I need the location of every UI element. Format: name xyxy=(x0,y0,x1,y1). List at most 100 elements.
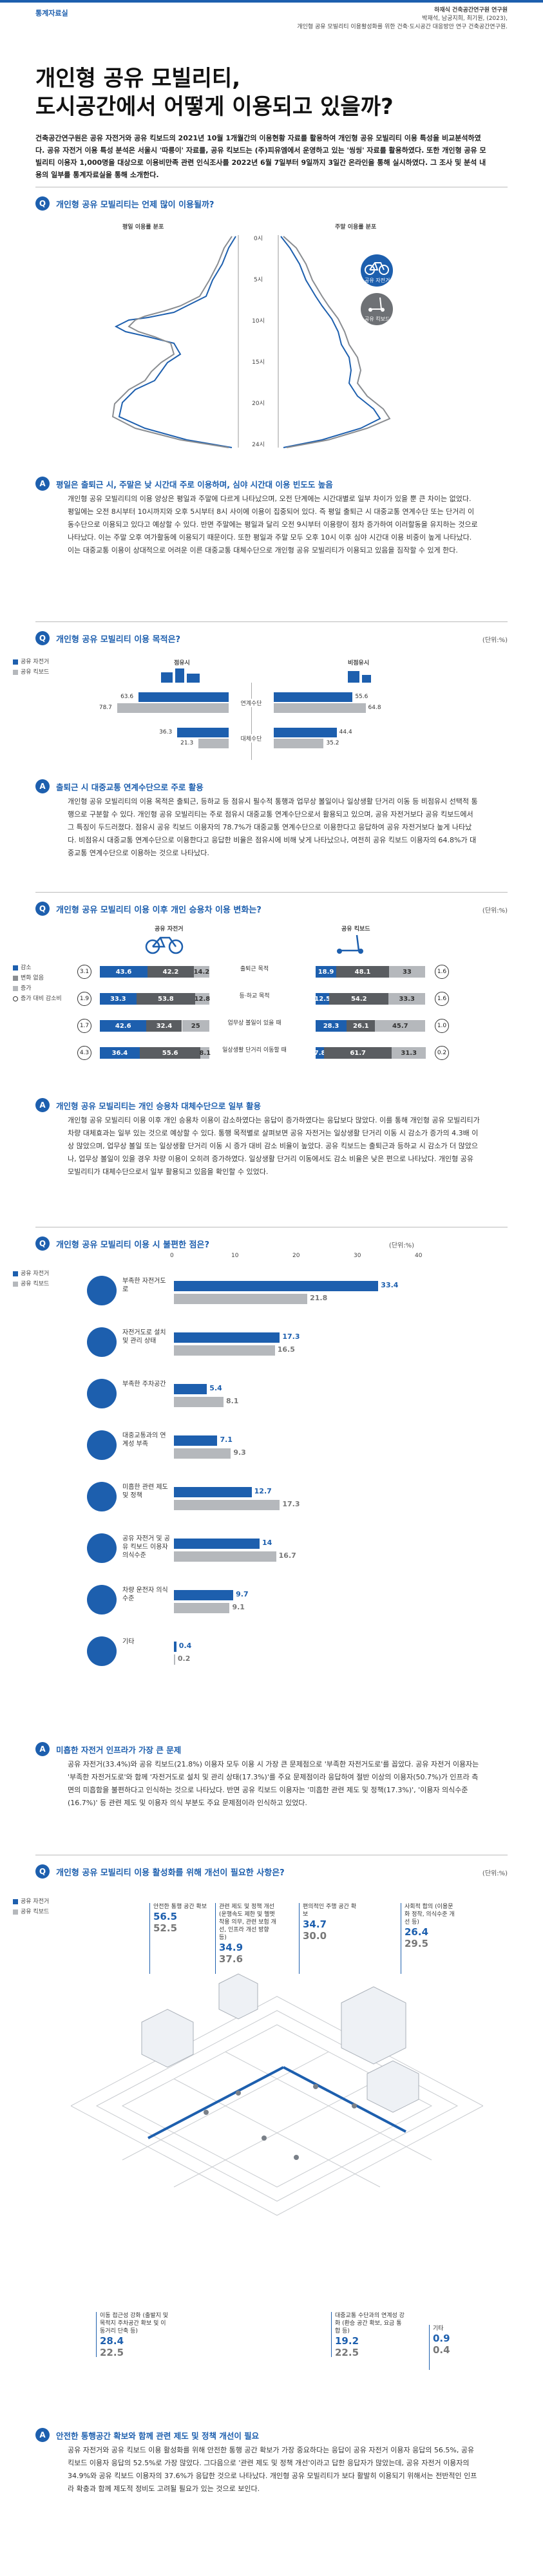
answer-5-body: 공유 자전거와 공유 킥보드 이용 활성화를 위해 안전한 통행 공간 확보가 … xyxy=(68,2446,477,2493)
issue-icon xyxy=(87,1636,117,1666)
weekend-title: 주말 이용률 분포 xyxy=(335,224,377,231)
bar-kick xyxy=(174,1654,175,1665)
bike-badge-label: 공유 자전거 xyxy=(365,278,390,283)
bar-kick xyxy=(174,1397,224,1407)
legend-bike: 공유 자전거 xyxy=(21,1899,50,1905)
purpose-row-label: 연계수단 xyxy=(232,699,271,707)
legend-bike: 공유 자전거 xyxy=(21,659,50,665)
question-4-text: 개인형 공유 모빌리티 이용 시 불편한 점은? xyxy=(56,1240,210,1250)
bar-commute-kick xyxy=(117,703,229,713)
question-4: Q 개인형 공유 모빌리티 이용 시 불편한 점은? xyxy=(35,1236,209,1251)
title-line-1: 개인형 공유 모빌리티, xyxy=(35,66,241,91)
issue-icon xyxy=(87,1430,117,1460)
section-tag: 통계자료실 xyxy=(35,9,68,17)
callout-bike-value: 56.5 xyxy=(153,1911,178,1922)
question-2-text: 개인형 공유 모빌리티 이용 목적은? xyxy=(56,634,181,645)
improvement-callout: 기타 0.9 0.4 xyxy=(433,2325,465,2356)
bar-bike-value: 33.4 xyxy=(381,1281,399,1289)
ratio-bike: 1.7 xyxy=(77,1019,91,1033)
answer-2-text: 출퇴근 시 대중교통 연계수단으로 주로 활용 xyxy=(56,782,204,792)
legend-increase: 증가 xyxy=(21,985,32,992)
callout-label: 기타 xyxy=(433,2325,444,2332)
pub-author: 하재식 건축공간연구원 연구원 xyxy=(434,7,508,14)
answer-1-body: 개인형 공유 모빌리티의 이용 양상은 평일과 주말에 다르게 나타났으며, 오… xyxy=(68,495,478,554)
callout-line xyxy=(299,1903,300,1974)
hour-tick-label: 15시 xyxy=(252,359,265,366)
callout-bike-value: 0.9 xyxy=(433,2333,450,2344)
bar-bike xyxy=(174,1332,280,1343)
callout-line xyxy=(331,2312,332,2357)
callout-label: 이동 접근성 강화 (출발지 및 목적지 주차공간 확보 및 이동거리 단축 등… xyxy=(100,2313,169,2334)
bar-bike xyxy=(174,1539,260,1549)
question-5: Q 개인형 공유 모빌리티 이용 활성화를 위해 개선이 필요한 사항은? xyxy=(35,1864,285,1879)
answer-1-text: 평일은 출퇴근 시, 주말은 낮 시간대 주로 이용하며, 심야 시간대 이용 … xyxy=(56,479,333,489)
legend-kick: 공유 킥보드 xyxy=(21,669,50,676)
q-badge: Q xyxy=(35,631,50,645)
hour-tick-label: 20시 xyxy=(252,400,265,407)
legend-kick: 공유 킥보드 xyxy=(21,1281,50,1287)
bar-kick xyxy=(174,1603,230,1613)
divider xyxy=(35,892,508,893)
purpose-label: 업무상 볼일이 있을 때 xyxy=(227,1020,281,1027)
pub-title: 개인형 공유 모빌리티 이용활성화를 위한 건축·도시공간 대응방안 연구 건축… xyxy=(297,24,508,30)
callout-label: 편의적인 주행 공간 확보 xyxy=(303,1904,357,1918)
bar-kick-value: 16.7 xyxy=(278,1551,296,1560)
callout-bike-value: 28.4 xyxy=(100,2335,124,2347)
unit-label: (단위:%) xyxy=(482,1870,508,1877)
bar-kick-value: 8.1 xyxy=(225,1397,239,1405)
bar-commute-bike xyxy=(138,692,229,702)
legend-kick: 공유 킥보드 xyxy=(21,1909,50,1915)
q-badge: Q xyxy=(35,902,50,916)
segment-bike: 36.4 xyxy=(100,1047,140,1059)
segment-bike: 33.3 xyxy=(100,993,137,1005)
segment-bike: 14.2 xyxy=(194,966,209,978)
bar-kick-value: 0.2 xyxy=(177,1654,191,1663)
ratio-kick: 1.6 xyxy=(435,965,449,979)
bar-value: 78.7 xyxy=(99,705,112,711)
col-kick: 공유 킥보드 xyxy=(341,926,370,933)
ratio-bike: 3.1 xyxy=(77,965,91,979)
answer-5-text: 안전한 통행공간 확보와 함께 관련 제도 및 정책 개선이 필요 xyxy=(56,2430,260,2441)
improvement-callout: 안전한 통행 공간 확보 56.5 52.5 xyxy=(153,1903,211,1934)
callout-kick-value: 52.5 xyxy=(153,1922,178,1934)
improvement-callout: 이동 접근성 강화 (출발지 및 목적지 주차공간 확보 및 이동거리 단축 등… xyxy=(100,2312,171,2358)
answer-1: A 평일은 출퇴근 시, 주말은 낮 시간대 주로 이용하며, 심야 시간대 이… xyxy=(35,477,333,491)
weekday-title: 평일 이용률 분포 xyxy=(122,224,164,231)
legend-decrease: 감소 xyxy=(21,965,32,971)
issue-icon xyxy=(87,1327,117,1357)
segment-kick: 54.2 xyxy=(329,993,389,1005)
col-commute: 점유시 xyxy=(174,660,190,667)
legend: 공유 자전거 공유 킥보드 xyxy=(13,1269,49,1289)
improvement-callout: 관련 제도 및 정책 개선 (운행속도 제한 및 헬멧 착용 의무, 관련 보험… xyxy=(219,1903,277,1965)
bar-bike-value: 12.7 xyxy=(254,1487,272,1495)
callout-label: 사회적 합의 (이용문화 정착, 의식수준 개선 등) xyxy=(405,1904,455,1926)
a-badge: A xyxy=(35,477,50,491)
bar-noncommute-bike xyxy=(274,728,337,737)
a-badge: A xyxy=(35,779,50,793)
hour-tick-label: 24시 xyxy=(252,441,265,448)
bar-value: 44.4 xyxy=(339,729,352,735)
bar-commute-kick xyxy=(198,739,229,748)
callout-bike-value: 34.7 xyxy=(303,1918,327,1930)
issue-label: 기타 xyxy=(122,1638,135,1645)
bar-noncommute-kick xyxy=(274,739,324,748)
legend: 공유 자전거 공유 킥보드 xyxy=(13,1897,49,1917)
bar-bike-value: 17.3 xyxy=(282,1332,300,1341)
weekend-kick-line xyxy=(283,236,391,448)
question-3: Q 개인형 공유 모빌리티 이용 이후 개인 승용차 이용 변화는? xyxy=(35,902,262,916)
callout-kick-value: 29.5 xyxy=(405,1938,429,1949)
bar-kick xyxy=(174,1448,231,1459)
building-illustration xyxy=(161,668,371,683)
legend: 감소 변화 없음 증가 증가 대비 감소비 xyxy=(13,963,62,1004)
question-5-text: 개인형 공유 모빌리티 이용 활성화를 위해 개선이 필요한 사항은? xyxy=(56,1868,285,1878)
answer-4-body: 공유 자전거(33.4%)와 공유 킥보드(21.8%) 이용자 모두 이용 시… xyxy=(68,1760,479,1807)
issue-label: 차량 운전자 의식수준 xyxy=(122,1587,168,1602)
callout-kick-value: 30.0 xyxy=(303,1930,327,1942)
bar-bike xyxy=(174,1281,379,1291)
bar-value: 63.6 xyxy=(120,694,134,700)
axis-tick: 20 xyxy=(292,1253,300,1259)
issue-label: 대중교통과의 연계성 부족 xyxy=(122,1432,166,1448)
callout-line xyxy=(96,2312,97,2357)
hour-tick-label: 0시 xyxy=(254,235,263,242)
bar-kick xyxy=(174,1345,275,1356)
